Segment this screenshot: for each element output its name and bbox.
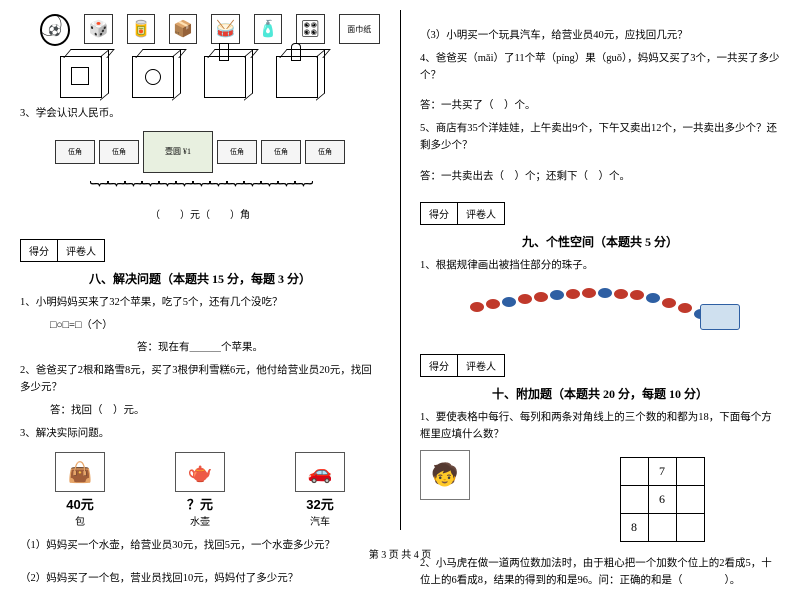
grid-cell: 8 <box>620 513 649 542</box>
score-cell-9-2: 评卷人 <box>458 203 504 224</box>
q10-2: 2、小马虎在做一道两位数加法时，由于粗心把一个加数个位上的2看成5，十位上的6看… <box>420 556 780 590</box>
bead <box>614 289 628 299</box>
score-cell-1: 得分 <box>21 240 58 261</box>
bead <box>470 302 484 312</box>
kid-icon: 🧒 <box>420 450 470 500</box>
kettle-icon: 🫖 <box>175 452 225 492</box>
bill-small-1: 伍角 <box>55 140 95 164</box>
section9-title: 九、个性空间（本题共 5 分） <box>420 233 780 250</box>
q8-5: 5、商店有35个洋娃娃，上午卖出9个，下午又卖出12个，一共卖出多少个？还剩多少… <box>420 121 780 155</box>
box-icon: 📦 <box>169 14 197 44</box>
q8-1-eq: □○□=□（个） <box>50 318 380 335</box>
bill-big: 壹圆 ¥1 <box>143 131 213 173</box>
bag-icon: 👜 <box>55 452 105 492</box>
can-icon: 🥫 <box>127 14 155 44</box>
score-cell-10-1: 得分 <box>421 355 458 376</box>
section10-title: 十、附加题（本题共 20 分，每题 10 分） <box>420 385 780 402</box>
q8-1-ans: 答：现在有＿＿＿个苹果。 <box>20 340 380 357</box>
grid-cell <box>620 457 649 486</box>
q8-2: 2、爸爸买了2根和路雪8元，买了3根伊利雪糕6元，他付给营业员20元，找回多少元… <box>20 363 380 397</box>
item-kettle: 🫖 ？元 水壶 <box>175 452 225 528</box>
3d-boxes-row <box>60 56 380 98</box>
bead <box>518 294 532 304</box>
bill-small-4: 伍角 <box>261 140 301 164</box>
bead-cover <box>700 304 740 330</box>
q8-1: 1、小明妈妈买来了32个苹果，吃了5个，还有几个没吃？ <box>20 295 380 312</box>
q8-3-2: （2）妈妈买了一个包，营业员找回10元，妈妈付了多少元？ <box>20 571 380 588</box>
q3: 3、学会认识人民币。 <box>20 106 380 123</box>
bag-price: 40元 <box>55 494 105 513</box>
column-divider <box>400 10 401 530</box>
q8-3: 3、解决实际问题。 <box>20 426 380 443</box>
soccer-icon: ⚽ <box>40 14 70 46</box>
bead <box>486 299 500 309</box>
kettle-name: 水壶 <box>175 513 225 528</box>
bead <box>566 289 580 299</box>
bead <box>534 292 548 302</box>
money-label: （ ）元（ ）角 <box>20 206 380 221</box>
kettle-price: ？元 <box>175 494 225 513</box>
bead <box>662 298 676 308</box>
section8-title: 八、解决问题（本题共 15 分，每题 3 分） <box>20 270 380 287</box>
car-icon: 🚗 <box>295 452 345 492</box>
score-box-8: 得分 评卷人 <box>20 239 105 262</box>
brace: ︸︸︸︸︸︸︸︸︸︸︸︸︸ <box>20 175 380 204</box>
score-cell-2: 评卷人 <box>58 240 104 261</box>
cube-icon: 🎛 <box>296 14 324 44</box>
page-footer: 第 3 页 共 4 页 <box>0 546 800 561</box>
q8-4-ans: 答：一共买了（ ）个。 <box>420 98 780 115</box>
object-icons-row: ⚽ 🎲 🥫 📦 🥁 🧴 🎛 面巾纸 <box>40 14 380 46</box>
grid-cell <box>676 485 705 514</box>
bead <box>582 288 596 298</box>
grid-cell <box>676 457 705 486</box>
q9-1: 1、根据规律画出被挡住部分的珠子。 <box>420 258 780 275</box>
box3d-2 <box>132 56 174 98</box>
beads-diagram <box>420 284 780 334</box>
bag-name: 包 <box>55 513 105 528</box>
grid-cell <box>620 485 649 514</box>
q8-5-ans: 答：一共卖出去（ ）个；还剩下（ ）个。 <box>420 169 780 186</box>
grid-cell <box>676 513 705 542</box>
bill-small-2: 伍角 <box>99 140 139 164</box>
q8-4: 4、爸爸买（mǎi）了11个苹（píng）果（guǒ），妈妈又买了3个，一共买了… <box>420 51 780 85</box>
box3d-1 <box>60 56 102 98</box>
score-box-9: 得分 评卷人 <box>420 202 505 225</box>
bill-small-3: 伍角 <box>217 140 257 164</box>
box3d-3 <box>204 56 246 98</box>
item-bag: 👜 40元 包 <box>55 452 105 528</box>
grid-cell: 6 <box>648 485 677 514</box>
q10-1: 1、要使表格中每行、每列和两条对角线上的三个数的和都为18，下面每个方框里应填什… <box>420 410 780 444</box>
bottle-icon: 🧴 <box>254 14 282 44</box>
dice-icon: 🎲 <box>84 14 112 44</box>
bead <box>502 297 516 307</box>
tissue-icon: 面巾纸 <box>339 14 381 44</box>
bead <box>550 290 564 300</box>
bead <box>646 293 660 303</box>
score-cell-10-2: 评卷人 <box>458 355 504 376</box>
grid-cell <box>648 513 677 542</box>
bill-small-5: 伍角 <box>305 140 345 164</box>
bead <box>678 303 692 313</box>
bead <box>630 290 644 300</box>
q8-2-ans: 答：找回（ ）元。 <box>50 403 380 420</box>
car-price: 32元 <box>295 494 345 513</box>
car-name: 汽车 <box>295 513 345 528</box>
magic-grid: 7 6 8 <box>620 458 704 542</box>
money-section: 伍角 伍角 壹圆 ¥1 伍角 伍角 伍角 ︸︸︸︸︸︸︸︸︸︸︸︸︸ （ ）元（… <box>20 131 380 221</box>
drum-icon: 🥁 <box>211 14 239 44</box>
score-box-10: 得分 评卷人 <box>420 354 505 377</box>
score-cell-9-1: 得分 <box>421 203 458 224</box>
q8-3-3: （3）小明买一个玩具汽车，给营业员40元，应找回几元？ <box>420 28 780 45</box>
grid-cell: 7 <box>648 457 677 486</box>
item-car: 🚗 32元 汽车 <box>295 452 345 528</box>
items-row: 👜 40元 包 🫖 ？元 水壶 🚗 32元 汽车 <box>20 452 380 528</box>
bead <box>598 288 612 298</box>
box3d-4 <box>276 56 318 98</box>
